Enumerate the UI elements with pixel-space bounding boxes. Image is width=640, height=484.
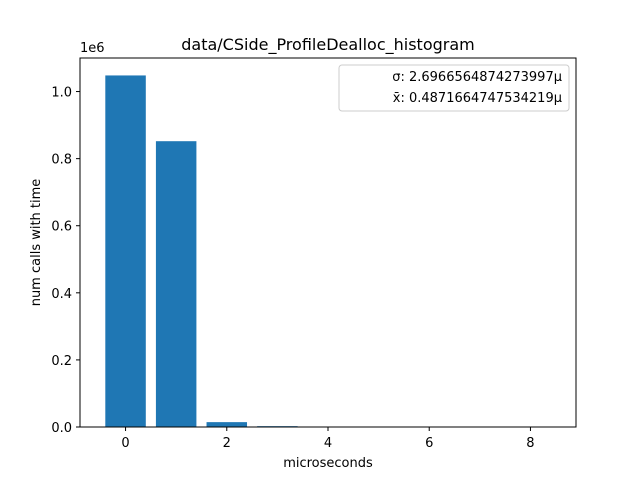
x-axis-label: microseconds [283, 456, 373, 471]
legend-box [338, 64, 570, 112]
legend: σ: 2.6966564874273997µ x̄: 0.48716647475… [338, 64, 570, 112]
y-tick-label: 0.0 [51, 421, 72, 436]
y-tick-label: 0.6 [51, 220, 72, 235]
y-axis-label: num calls with time [29, 179, 44, 307]
y-tick-label: 0.2 [51, 354, 72, 369]
plot-frame [79, 57, 577, 428]
bar [105, 75, 146, 427]
y-tick-label: 0.4 [51, 287, 72, 302]
bar-series [105, 75, 298, 427]
x-tick-label: 4 [324, 436, 332, 451]
legend-entry-mean: x̄: 0.4871664747534219µ [393, 91, 562, 106]
x-tick-label: 6 [425, 436, 433, 451]
y-tick-label: 1.0 [51, 86, 72, 101]
legend-entry-std: σ: 2.6966564874273997µ [392, 70, 562, 85]
x-tick-label: 0 [121, 436, 129, 451]
chart-title: data/CSide_ProfileDealloc_histogram [181, 35, 475, 55]
bar [155, 141, 197, 427]
y-tick-label: 0.8 [51, 153, 72, 168]
y-axis-ticks: 0.0 0.2 0.4 0.6 0.8 1.0 [51, 86, 80, 436]
y-offset-label: 1e6 [80, 41, 105, 56]
x-tick-label: 8 [526, 436, 534, 451]
x-tick-label: 2 [223, 436, 231, 451]
x-axis-ticks: 0 2 4 6 8 [121, 427, 535, 451]
bar [206, 422, 248, 427]
